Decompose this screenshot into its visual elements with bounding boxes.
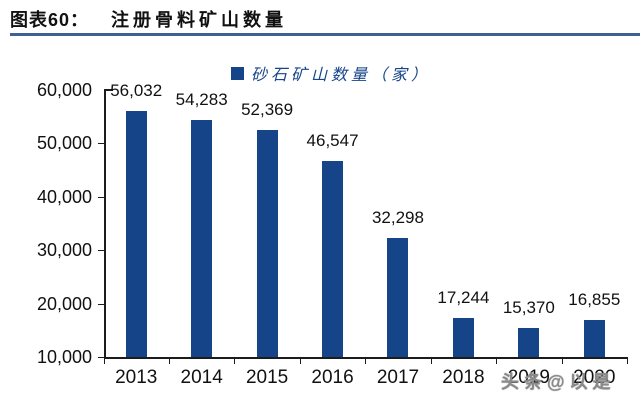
bar-value-label: 15,370 bbox=[502, 298, 555, 318]
bar-value-label: 52,369 bbox=[241, 100, 294, 120]
page-title: 图表60： 注册骨料矿山数量 bbox=[10, 6, 287, 32]
y-tick-label: 40,000 bbox=[36, 186, 92, 207]
x-axis-tick bbox=[299, 357, 301, 364]
x-tick-label: 2019 bbox=[507, 367, 550, 388]
bar-value-label: 56,032 bbox=[110, 80, 163, 100]
x-tick-label: 2013 bbox=[115, 367, 158, 388]
bar bbox=[256, 130, 278, 357]
y-tick-label: 10,000 bbox=[36, 347, 92, 367]
bar-value-label: 16,855 bbox=[568, 290, 621, 310]
x-axis-tick bbox=[103, 357, 105, 364]
y-tick-label: 60,000 bbox=[36, 79, 92, 100]
x-axis-tick bbox=[561, 357, 563, 364]
y-axis-tick bbox=[97, 303, 104, 305]
x-axis-tick bbox=[627, 357, 628, 364]
title-underline bbox=[10, 33, 640, 36]
x-axis-tick bbox=[168, 357, 170, 364]
chart-legend: 砂石矿山数量（家） bbox=[231, 61, 431, 85]
figure-title-text: 注册骨料矿山数量 bbox=[111, 10, 288, 30]
x-tick-label: 2014 bbox=[180, 367, 223, 388]
bar bbox=[322, 161, 344, 357]
y-axis-tick bbox=[97, 196, 104, 198]
bar-value-label: 54,283 bbox=[175, 90, 228, 110]
legend-swatch-icon bbox=[231, 66, 244, 80]
legend-label: 砂石矿山数量（家） bbox=[251, 67, 432, 84]
y-axis-tick bbox=[97, 357, 104, 358]
y-tick-label: 20,000 bbox=[36, 293, 92, 314]
y-axis-tick bbox=[97, 250, 104, 251]
y-tick-label: 50,000 bbox=[36, 133, 92, 153]
bar bbox=[583, 320, 605, 357]
x-axis-tick bbox=[234, 357, 236, 364]
bar-value-label: 32,298 bbox=[371, 207, 424, 227]
x-tick-label: 2020 bbox=[573, 367, 616, 388]
x-axis-tick bbox=[496, 357, 498, 364]
watermark: 头条@以是 bbox=[501, 372, 616, 392]
x-tick-label: 2016 bbox=[311, 367, 354, 388]
bar bbox=[387, 237, 409, 357]
y-axis-line bbox=[103, 89, 106, 357]
y-axis-tick bbox=[97, 143, 104, 144]
bar bbox=[125, 110, 147, 357]
y-axis-top-cap-tick bbox=[103, 88, 113, 91]
bar bbox=[191, 120, 213, 357]
x-axis-tick bbox=[365, 357, 367, 364]
figure-tag: 图表60： bbox=[10, 10, 90, 30]
bar-value-label: 46,547 bbox=[306, 131, 359, 151]
x-tick-label: 2015 bbox=[245, 367, 289, 388]
bar bbox=[518, 328, 540, 357]
x-tick-label: 2018 bbox=[442, 367, 485, 388]
y-tick-label: 30,000 bbox=[36, 240, 92, 260]
x-tick-label: 2017 bbox=[376, 367, 420, 388]
x-axis-tick bbox=[430, 357, 432, 364]
bar-value-label: 17,244 bbox=[437, 288, 490, 308]
bar bbox=[452, 318, 474, 357]
